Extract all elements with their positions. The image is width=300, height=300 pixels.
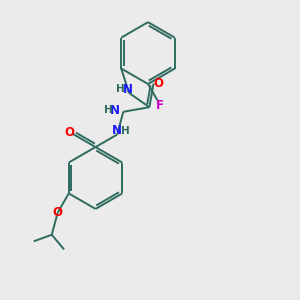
Text: O: O — [153, 77, 163, 90]
Text: F: F — [156, 99, 164, 112]
Text: O: O — [64, 126, 74, 139]
Text: O: O — [53, 206, 63, 219]
Text: H: H — [116, 84, 125, 94]
Text: H: H — [103, 105, 112, 115]
Text: N: N — [122, 82, 132, 95]
Text: H: H — [121, 126, 130, 136]
Text: N: N — [110, 104, 120, 117]
Text: N: N — [112, 124, 122, 137]
